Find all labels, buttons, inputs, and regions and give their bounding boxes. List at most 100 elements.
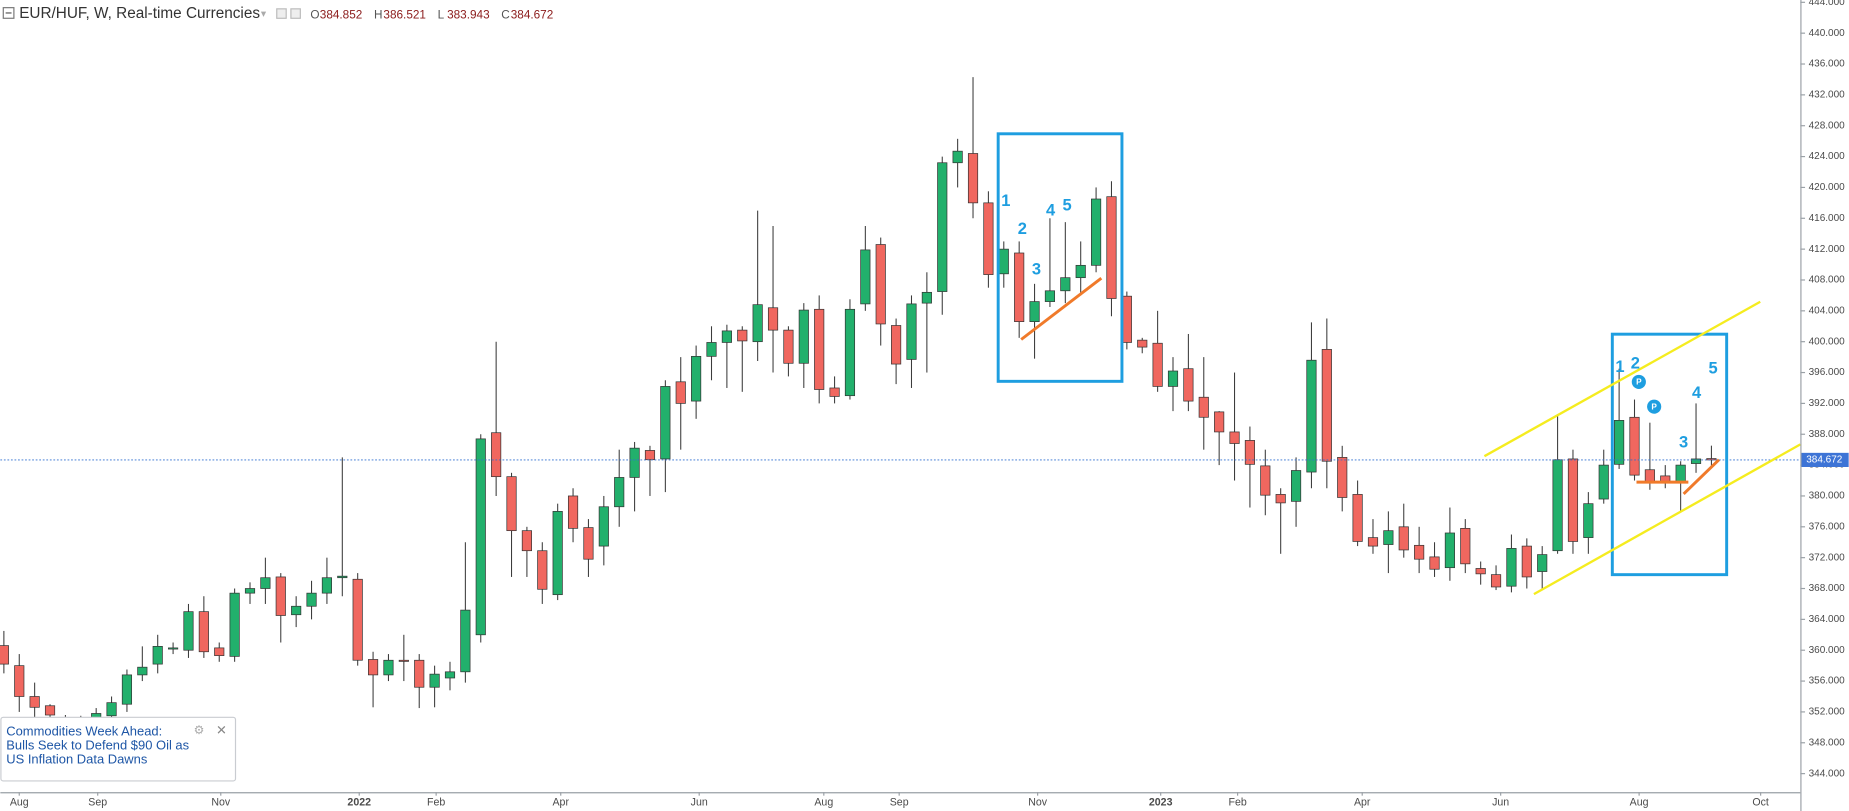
candle-body (1398, 526, 1409, 551)
candle-body (1552, 459, 1563, 552)
candle-body (152, 646, 163, 665)
candle-body (1121, 295, 1132, 343)
candle-body (829, 387, 840, 397)
candle-body (137, 666, 148, 676)
candle-body (444, 671, 456, 679)
candle-body (552, 511, 563, 596)
y-tick-label: 372.000 (1809, 552, 1846, 563)
y-tick-label: 396.000 (1809, 367, 1846, 378)
y-tick-label: 440.000 (1809, 28, 1846, 39)
x-tick-label: Aug (10, 797, 29, 809)
candle-body (275, 576, 286, 616)
candle-body (229, 592, 240, 657)
y-tick-label: 348.000 (1809, 737, 1846, 748)
candle-body (260, 577, 271, 589)
x-tick-label: Feb (427, 797, 445, 809)
candle-body (644, 450, 656, 461)
candle-body (1629, 416, 1640, 476)
y-tick-label: 416.000 (1809, 213, 1846, 224)
news-line[interactable]: US Inflation Data Dawns (6, 752, 148, 767)
candle-body (1521, 545, 1532, 578)
candle-body (429, 673, 440, 688)
candle-body (475, 438, 486, 636)
wave-label: 5 (1709, 359, 1718, 377)
candle-body (506, 476, 517, 532)
x-tick-label: Apr (1354, 797, 1371, 809)
news-line[interactable]: Bulls Seek to Defend $90 Oil as (6, 738, 189, 753)
x-tick-label: Aug (1630, 797, 1649, 809)
icon[interactable] (290, 8, 301, 19)
x-tick-label: Jun (1492, 797, 1509, 809)
candle-body (106, 702, 117, 717)
news-widget[interactable]: Commodities Week Ahead: Bulls Seek to De… (0, 716, 237, 782)
candle-body (691, 355, 702, 402)
candle-body (14, 665, 25, 697)
icon[interactable] (276, 8, 287, 19)
candle-body (337, 575, 348, 579)
y-tick-label: 392.000 (1809, 398, 1846, 409)
candle-body (1091, 198, 1102, 266)
candle-body (1352, 494, 1363, 542)
candle-body (1137, 339, 1148, 348)
candle-body (814, 308, 825, 390)
ohlc-value: 383.943 (447, 8, 490, 21)
candle-body (752, 304, 763, 343)
candle-body (352, 578, 363, 661)
candle-body (844, 308, 856, 397)
drawings (996, 132, 1801, 596)
settings-icon[interactable]: ⚙ (194, 724, 205, 737)
ohlc: O 384.852 H 386.521 L 383.943 C 384.672 (310, 8, 553, 21)
y-tick-label: 428.000 (1809, 120, 1846, 131)
y-tick-label: 404.000 (1809, 305, 1846, 316)
channel-line (1533, 443, 1801, 596)
last-price-tag (1801, 452, 1849, 467)
wave-label: 1 (1615, 358, 1624, 376)
candle-body (567, 495, 579, 529)
box (996, 132, 1124, 383)
candle-body (1152, 342, 1163, 387)
candle-body (767, 307, 779, 331)
ohlc-value: 386.521 (383, 8, 426, 21)
ohlc-key: L (438, 8, 445, 21)
wave-label: 1 (1001, 192, 1010, 210)
pivot-marker (1647, 399, 1662, 414)
candle-body (0, 645, 9, 665)
candle-body (1706, 458, 1717, 461)
wave-label: 2 (1018, 220, 1027, 238)
candle-body (29, 696, 40, 708)
candle-body (660, 386, 671, 460)
x-tick-label: 2023 (1149, 797, 1173, 809)
y-tick-label: 424.000 (1809, 151, 1846, 162)
candle-body (1460, 527, 1471, 565)
candle-body (1214, 411, 1225, 433)
y-tick-label: 360.000 (1809, 645, 1846, 656)
candle-body (1044, 290, 1056, 302)
candle-body (1644, 469, 1655, 482)
last-price-label: 384.672 (1806, 455, 1843, 466)
candle-body (1260, 465, 1271, 496)
trend-line (1020, 277, 1103, 341)
candle-body (306, 592, 317, 607)
wave-label: 4 (1046, 201, 1056, 219)
candle-body (1475, 568, 1486, 575)
news-line[interactable]: Commodities Week Ahead: (6, 723, 162, 738)
y-tick-label: 380.000 (1809, 491, 1846, 502)
candle-body (168, 647, 179, 650)
ohlc-value: 384.672 (511, 8, 554, 21)
candle-body (614, 477, 625, 508)
candle-body (629, 447, 640, 478)
candle-body (1429, 556, 1440, 570)
x-tick-label: Sep (890, 797, 909, 809)
dropdown-icon[interactable]: ▾ (261, 8, 267, 20)
news-box[interactable] (0, 716, 237, 782)
y-tick-label: 376.000 (1809, 521, 1846, 532)
candle-body (937, 162, 948, 292)
candle-body (1583, 503, 1594, 538)
candle-body (321, 577, 332, 594)
close-icon[interactable]: ✕ (216, 722, 227, 737)
channel-line (1483, 300, 1761, 458)
candle-body (1660, 475, 1671, 482)
x-tick-label: Oct (1752, 797, 1769, 809)
